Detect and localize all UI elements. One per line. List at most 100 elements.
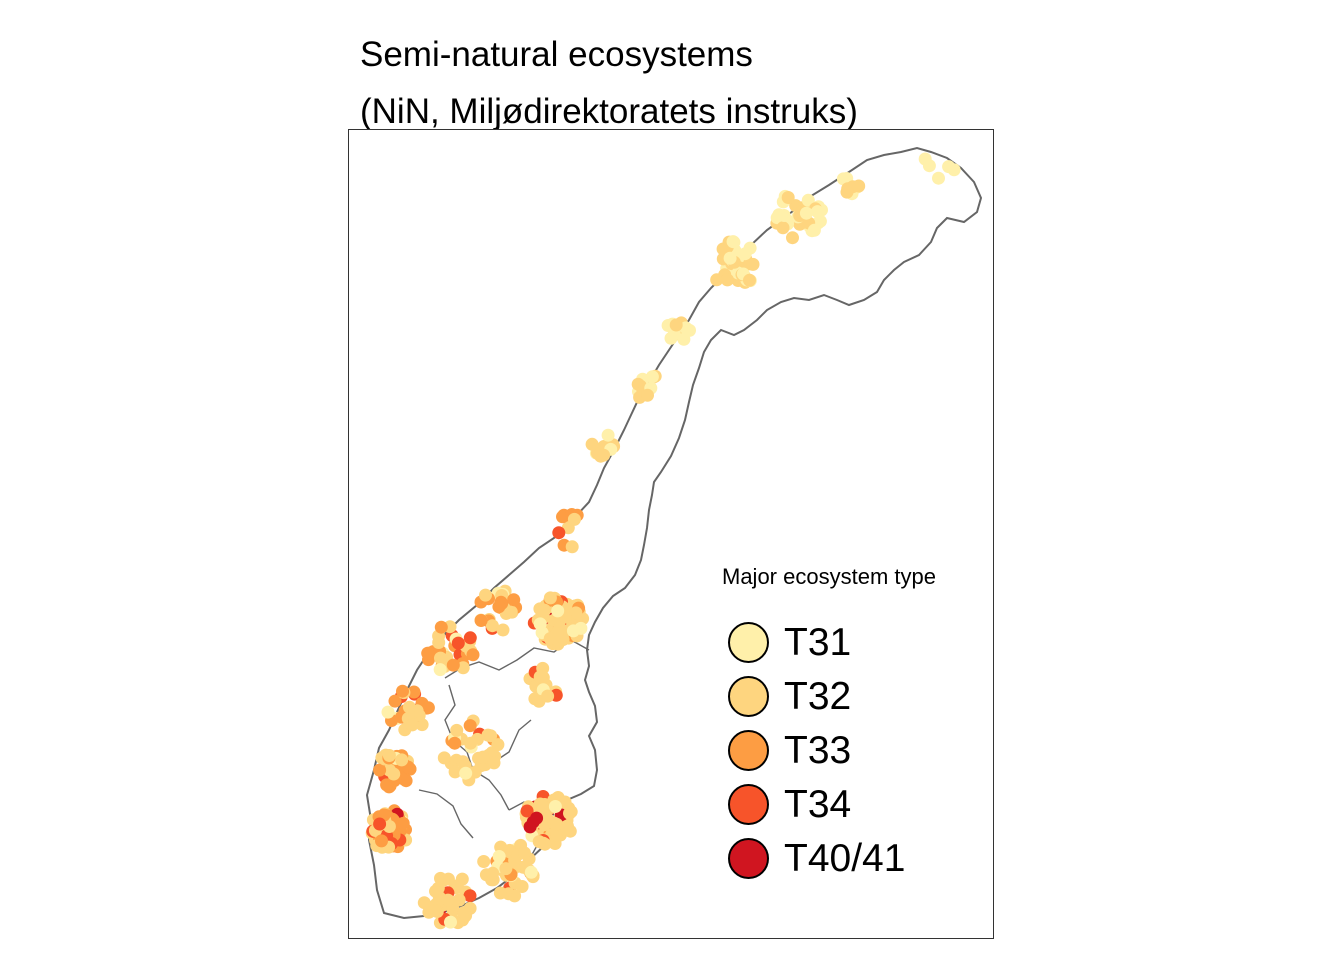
site-marker xyxy=(551,604,565,618)
legend-swatch-t40-41 xyxy=(728,838,769,879)
site-marker xyxy=(508,889,522,903)
site-marker xyxy=(464,736,478,750)
site-marker xyxy=(434,620,448,634)
site-marker xyxy=(799,206,813,220)
site-marker xyxy=(492,600,506,614)
site-marker xyxy=(421,701,435,715)
site-marker xyxy=(726,235,740,249)
site-marker xyxy=(396,816,410,830)
site-marker xyxy=(597,448,611,462)
site-marker xyxy=(387,767,401,781)
site-marker xyxy=(395,753,409,767)
site-marker xyxy=(585,437,599,451)
site-marker xyxy=(716,242,730,256)
site-marker xyxy=(487,756,501,770)
site-marker xyxy=(448,736,462,750)
site-marker xyxy=(601,428,615,442)
site-marker xyxy=(776,221,790,235)
site-marker xyxy=(524,865,538,879)
site-marker xyxy=(459,766,473,780)
site-marker xyxy=(466,648,480,662)
site-marker xyxy=(444,915,457,929)
site-marker xyxy=(479,588,492,602)
site-marker xyxy=(504,605,518,619)
site-marker xyxy=(563,806,576,820)
site-marker xyxy=(746,257,760,271)
site-marker xyxy=(738,247,752,261)
site-marker xyxy=(536,671,550,685)
site-marker xyxy=(840,185,854,199)
site-marker xyxy=(550,817,564,831)
site-marker xyxy=(456,661,470,675)
site-marker xyxy=(496,623,510,637)
site-marker xyxy=(515,880,529,893)
site-marker xyxy=(492,850,506,863)
site-marker xyxy=(375,834,388,848)
site-marker xyxy=(382,820,396,833)
site-marker xyxy=(507,593,521,607)
site-marker xyxy=(457,906,471,920)
map-title-line-2: (NiN, Miljødirektoratets instruks) xyxy=(360,92,858,131)
legend-label-t34: T34 xyxy=(784,783,852,826)
site-marker xyxy=(407,685,421,699)
site-marker xyxy=(448,765,462,779)
map-title-line-1: Semi-natural ecosystems xyxy=(360,35,753,74)
norway-outline xyxy=(365,146,983,920)
site-marker xyxy=(710,273,724,287)
site-marker xyxy=(781,191,795,204)
site-marker xyxy=(932,171,945,185)
site-marker xyxy=(533,617,547,631)
site-marker xyxy=(463,719,477,733)
site-marker xyxy=(463,889,477,903)
site-marker xyxy=(452,893,466,907)
site-marker xyxy=(569,606,583,620)
site-marker xyxy=(373,817,387,831)
site-marker xyxy=(437,751,451,765)
legend-label-t31: T31 xyxy=(784,621,852,664)
site-marker xyxy=(485,619,499,633)
legend-label-t40-41: T40/41 xyxy=(784,837,906,880)
site-marker xyxy=(677,332,691,346)
site-marker xyxy=(382,749,396,762)
site-marker xyxy=(530,811,544,825)
site-marker xyxy=(450,723,464,737)
site-marker xyxy=(807,223,821,237)
site-marker xyxy=(451,636,465,650)
site-marker xyxy=(520,804,534,818)
site-marker xyxy=(373,763,387,777)
site-marker xyxy=(446,658,460,672)
site-marker xyxy=(641,388,654,402)
site-marker xyxy=(772,208,786,222)
legend-label-t32: T32 xyxy=(784,675,852,718)
map-panel[interactable] xyxy=(348,129,994,939)
site-marker xyxy=(536,800,550,814)
legend-title: Major ecosystem type xyxy=(722,564,936,589)
site-marker xyxy=(491,738,505,752)
site-marker xyxy=(543,632,557,646)
legend-swatch-t34 xyxy=(728,784,769,825)
site-marker xyxy=(743,273,756,287)
site-marker xyxy=(434,651,447,665)
site-marker xyxy=(942,160,956,174)
site-marker xyxy=(548,800,562,813)
site-marker xyxy=(433,663,447,677)
site-marker xyxy=(723,251,737,265)
map-title: Semi-natural ecosystems (NiN, Miljødirek… xyxy=(360,26,858,140)
site-marker xyxy=(565,540,579,554)
legend-swatch-t32 xyxy=(728,676,769,717)
site-marker xyxy=(537,604,551,618)
site-marker xyxy=(421,646,435,660)
site-marker xyxy=(436,874,450,888)
site-marker xyxy=(486,866,500,880)
site-marker xyxy=(786,231,799,245)
site-marker xyxy=(541,689,555,703)
site-marker xyxy=(720,273,734,287)
legend-swatch-t33 xyxy=(728,730,769,771)
site-marker xyxy=(476,750,490,764)
site-marker xyxy=(645,370,659,384)
legend-swatch-t31 xyxy=(728,622,769,663)
site-marker xyxy=(405,718,419,732)
legend-label-t33: T33 xyxy=(784,729,852,772)
site-marker xyxy=(441,893,455,907)
site-marker xyxy=(669,318,683,332)
